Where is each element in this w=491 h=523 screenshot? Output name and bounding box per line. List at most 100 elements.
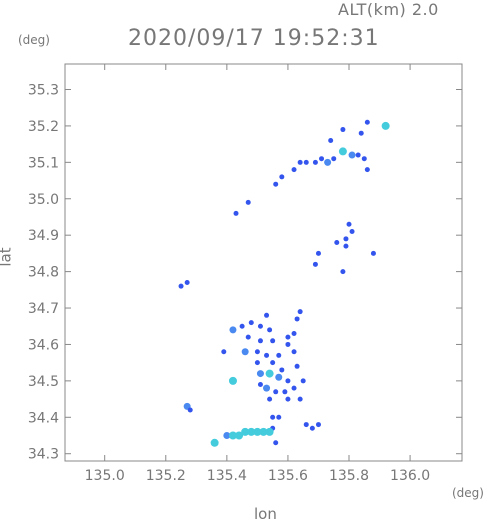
- echo-point: [259, 427, 268, 436]
- y-tick-label: 35.0: [28, 192, 59, 208]
- echo-point: [229, 326, 237, 334]
- y-axis-ticks: 34.3 34.4 34.5 34.6 34.7 34.8 34.9 35.0 35.1 35.2…: [28, 82, 462, 463]
- echo-point: [228, 431, 237, 440]
- y-tick-label: 34.4: [28, 410, 59, 426]
- echo-point: [297, 159, 303, 165]
- echo-point: [364, 119, 370, 125]
- echo-point: [331, 156, 337, 162]
- echo-point: [184, 280, 190, 286]
- y-tick-label: 34.3: [28, 447, 59, 463]
- echo-point: [340, 127, 346, 133]
- echo-point: [364, 167, 370, 173]
- x-tick-label: 135.4: [207, 468, 247, 484]
- echo-point: [291, 385, 297, 391]
- x-tick-label: 135.0: [85, 468, 125, 484]
- echo-point: [285, 396, 291, 402]
- echo-point: [265, 369, 274, 378]
- echo-point: [348, 151, 356, 159]
- echo-point: [247, 427, 256, 436]
- echo-point: [303, 422, 309, 428]
- echo-point: [265, 427, 274, 436]
- echo-point: [315, 422, 321, 428]
- echo-point: [270, 414, 276, 420]
- x-tick-label: 135.2: [146, 468, 186, 484]
- echo-point: [235, 431, 244, 440]
- plot-frame: [64, 63, 463, 462]
- echo-point: [253, 427, 262, 436]
- echo-point: [178, 283, 184, 289]
- x-axis-label: lon: [254, 505, 277, 523]
- y-tick-label: 34.6: [28, 337, 59, 353]
- echo-point: [297, 309, 303, 315]
- echo-point: [241, 348, 249, 356]
- echo-point: [275, 373, 283, 381]
- altitude-label: ALT(km) 2.0: [338, 0, 439, 19]
- y-tick-label: 34.5: [28, 374, 59, 390]
- y-tick-label: 35.3: [28, 82, 59, 98]
- echo-point: [282, 389, 288, 395]
- echo-point: [256, 370, 264, 378]
- echo-point: [361, 156, 367, 162]
- echo-point: [294, 363, 300, 369]
- echo-point: [291, 331, 297, 337]
- echo-point: [297, 396, 303, 402]
- echo-point: [233, 210, 239, 216]
- y-tick-label: 34.7: [28, 301, 59, 317]
- echo-point: [370, 250, 376, 256]
- echo-point: [270, 338, 276, 344]
- echo-point: [300, 378, 306, 384]
- echo-point: [273, 389, 279, 395]
- echo-point: [245, 199, 251, 205]
- echo-point: [267, 327, 273, 333]
- echo-point: [285, 334, 291, 340]
- echo-point: [273, 440, 279, 446]
- echo-point: [279, 367, 285, 373]
- echo-point: [187, 407, 193, 413]
- x-unit-label: (deg): [452, 486, 484, 500]
- echo-point: [264, 312, 270, 318]
- echo-point: [291, 349, 297, 355]
- echo-point: [343, 236, 349, 242]
- x-tick-label: 136.0: [390, 468, 430, 484]
- echo-point: [241, 427, 250, 436]
- echo-point: [276, 414, 282, 420]
- echo-point: [312, 159, 318, 165]
- x-axis-ticks: 135.0 135.2 135.4 135.6 135.8 136.0: [85, 64, 430, 484]
- echo-point: [221, 349, 227, 355]
- echo-point: [346, 221, 352, 227]
- echo-point: [257, 382, 263, 388]
- echo-point: [381, 121, 390, 130]
- y-tick-label: 35.1: [28, 155, 59, 171]
- echo-point: [315, 250, 321, 256]
- echo-point: [358, 130, 364, 136]
- echo-point: [312, 261, 318, 267]
- echo-point: [228, 376, 237, 385]
- echo-point: [303, 159, 309, 165]
- echo-point: [334, 239, 340, 245]
- echo-point: [340, 269, 346, 275]
- echo-point: [245, 334, 251, 340]
- echo-point: [239, 323, 245, 329]
- y-tick-label: 34.9: [28, 228, 59, 244]
- echo-point: [324, 158, 332, 166]
- echo-point: [328, 137, 334, 143]
- echo-point: [273, 181, 279, 187]
- echo-point: [309, 425, 315, 431]
- echo-point: [270, 360, 276, 366]
- echo-point: [276, 352, 282, 358]
- echo-point: [263, 384, 271, 392]
- echo-point: [294, 316, 300, 322]
- echo-point: [285, 341, 291, 347]
- echo-point: [254, 360, 260, 366]
- echo-point: [254, 349, 260, 355]
- echo-point: [349, 229, 355, 235]
- echo-points: [178, 119, 390, 447]
- echo-point: [355, 152, 361, 158]
- x-tick-label: 135.8: [329, 468, 369, 484]
- chart-title-timestamp: 2020/09/17 19:52:31: [128, 26, 380, 51]
- echo-point: [291, 167, 297, 173]
- echo-point: [257, 338, 263, 344]
- y-tick-label: 34.8: [28, 265, 59, 281]
- echo-point: [267, 396, 273, 402]
